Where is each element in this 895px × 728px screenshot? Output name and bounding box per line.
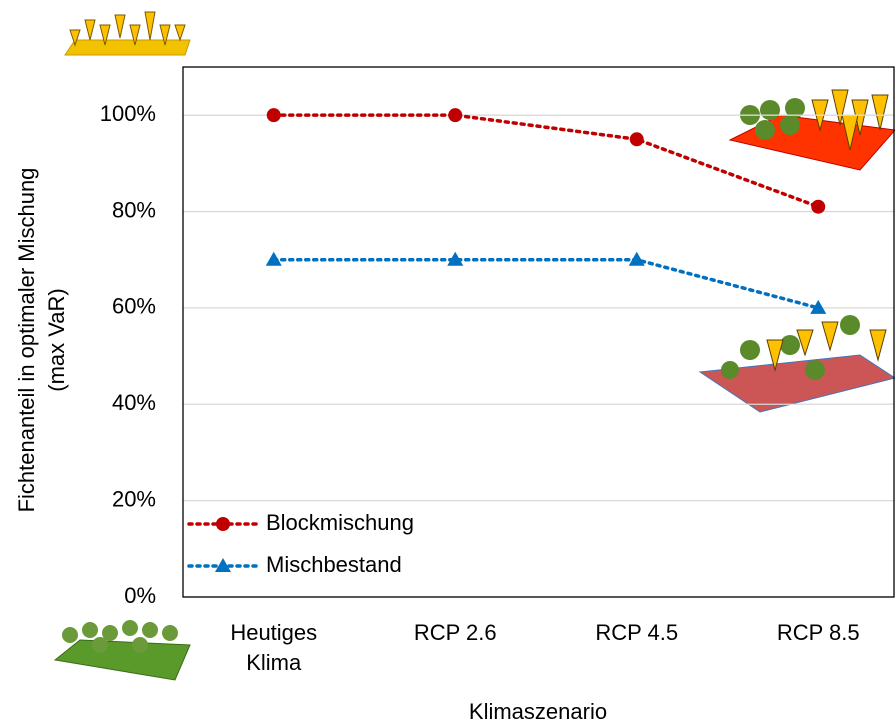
y-tick-label: 60% xyxy=(112,294,156,319)
y-axis-label: (max VaR) xyxy=(44,288,69,392)
x-tick-label: RCP 8.5 xyxy=(738,618,895,648)
marker xyxy=(267,108,281,122)
icon-spruce-stand xyxy=(65,12,190,55)
x-tick-label: Heutiges Klima xyxy=(214,618,334,678)
legend-label: Blockmischung xyxy=(266,510,414,535)
y-tick-label: 0% xyxy=(124,583,156,608)
marker xyxy=(629,252,645,266)
series-line xyxy=(274,260,819,308)
y-tick-label: 20% xyxy=(112,486,156,511)
icon-block-mix xyxy=(730,90,895,170)
icon-broadleaf-stand xyxy=(55,620,190,680)
legend-label: Mischbestand xyxy=(266,552,402,577)
legend-marker xyxy=(216,517,230,531)
marker xyxy=(448,108,462,122)
marker xyxy=(266,252,282,266)
series-line xyxy=(274,115,819,207)
icon-mixed-stand xyxy=(700,315,895,412)
x-tick-label: RCP 2.6 xyxy=(375,618,535,648)
x-tick-label: RCP 4.5 xyxy=(557,618,717,648)
y-tick-label: 40% xyxy=(112,390,156,415)
y-axis-label: Fichtenanteil in optimaler Mischung xyxy=(14,168,39,513)
y-tick-label: 100% xyxy=(100,101,156,126)
x-axis-label: Klimaszenario xyxy=(469,699,607,724)
marker xyxy=(811,200,825,214)
y-tick-label: 80% xyxy=(112,197,156,222)
marker xyxy=(630,132,644,146)
chart: 0% 20% 40% 60% 80% 100% Blockmischung Mischbest… xyxy=(0,0,895,728)
